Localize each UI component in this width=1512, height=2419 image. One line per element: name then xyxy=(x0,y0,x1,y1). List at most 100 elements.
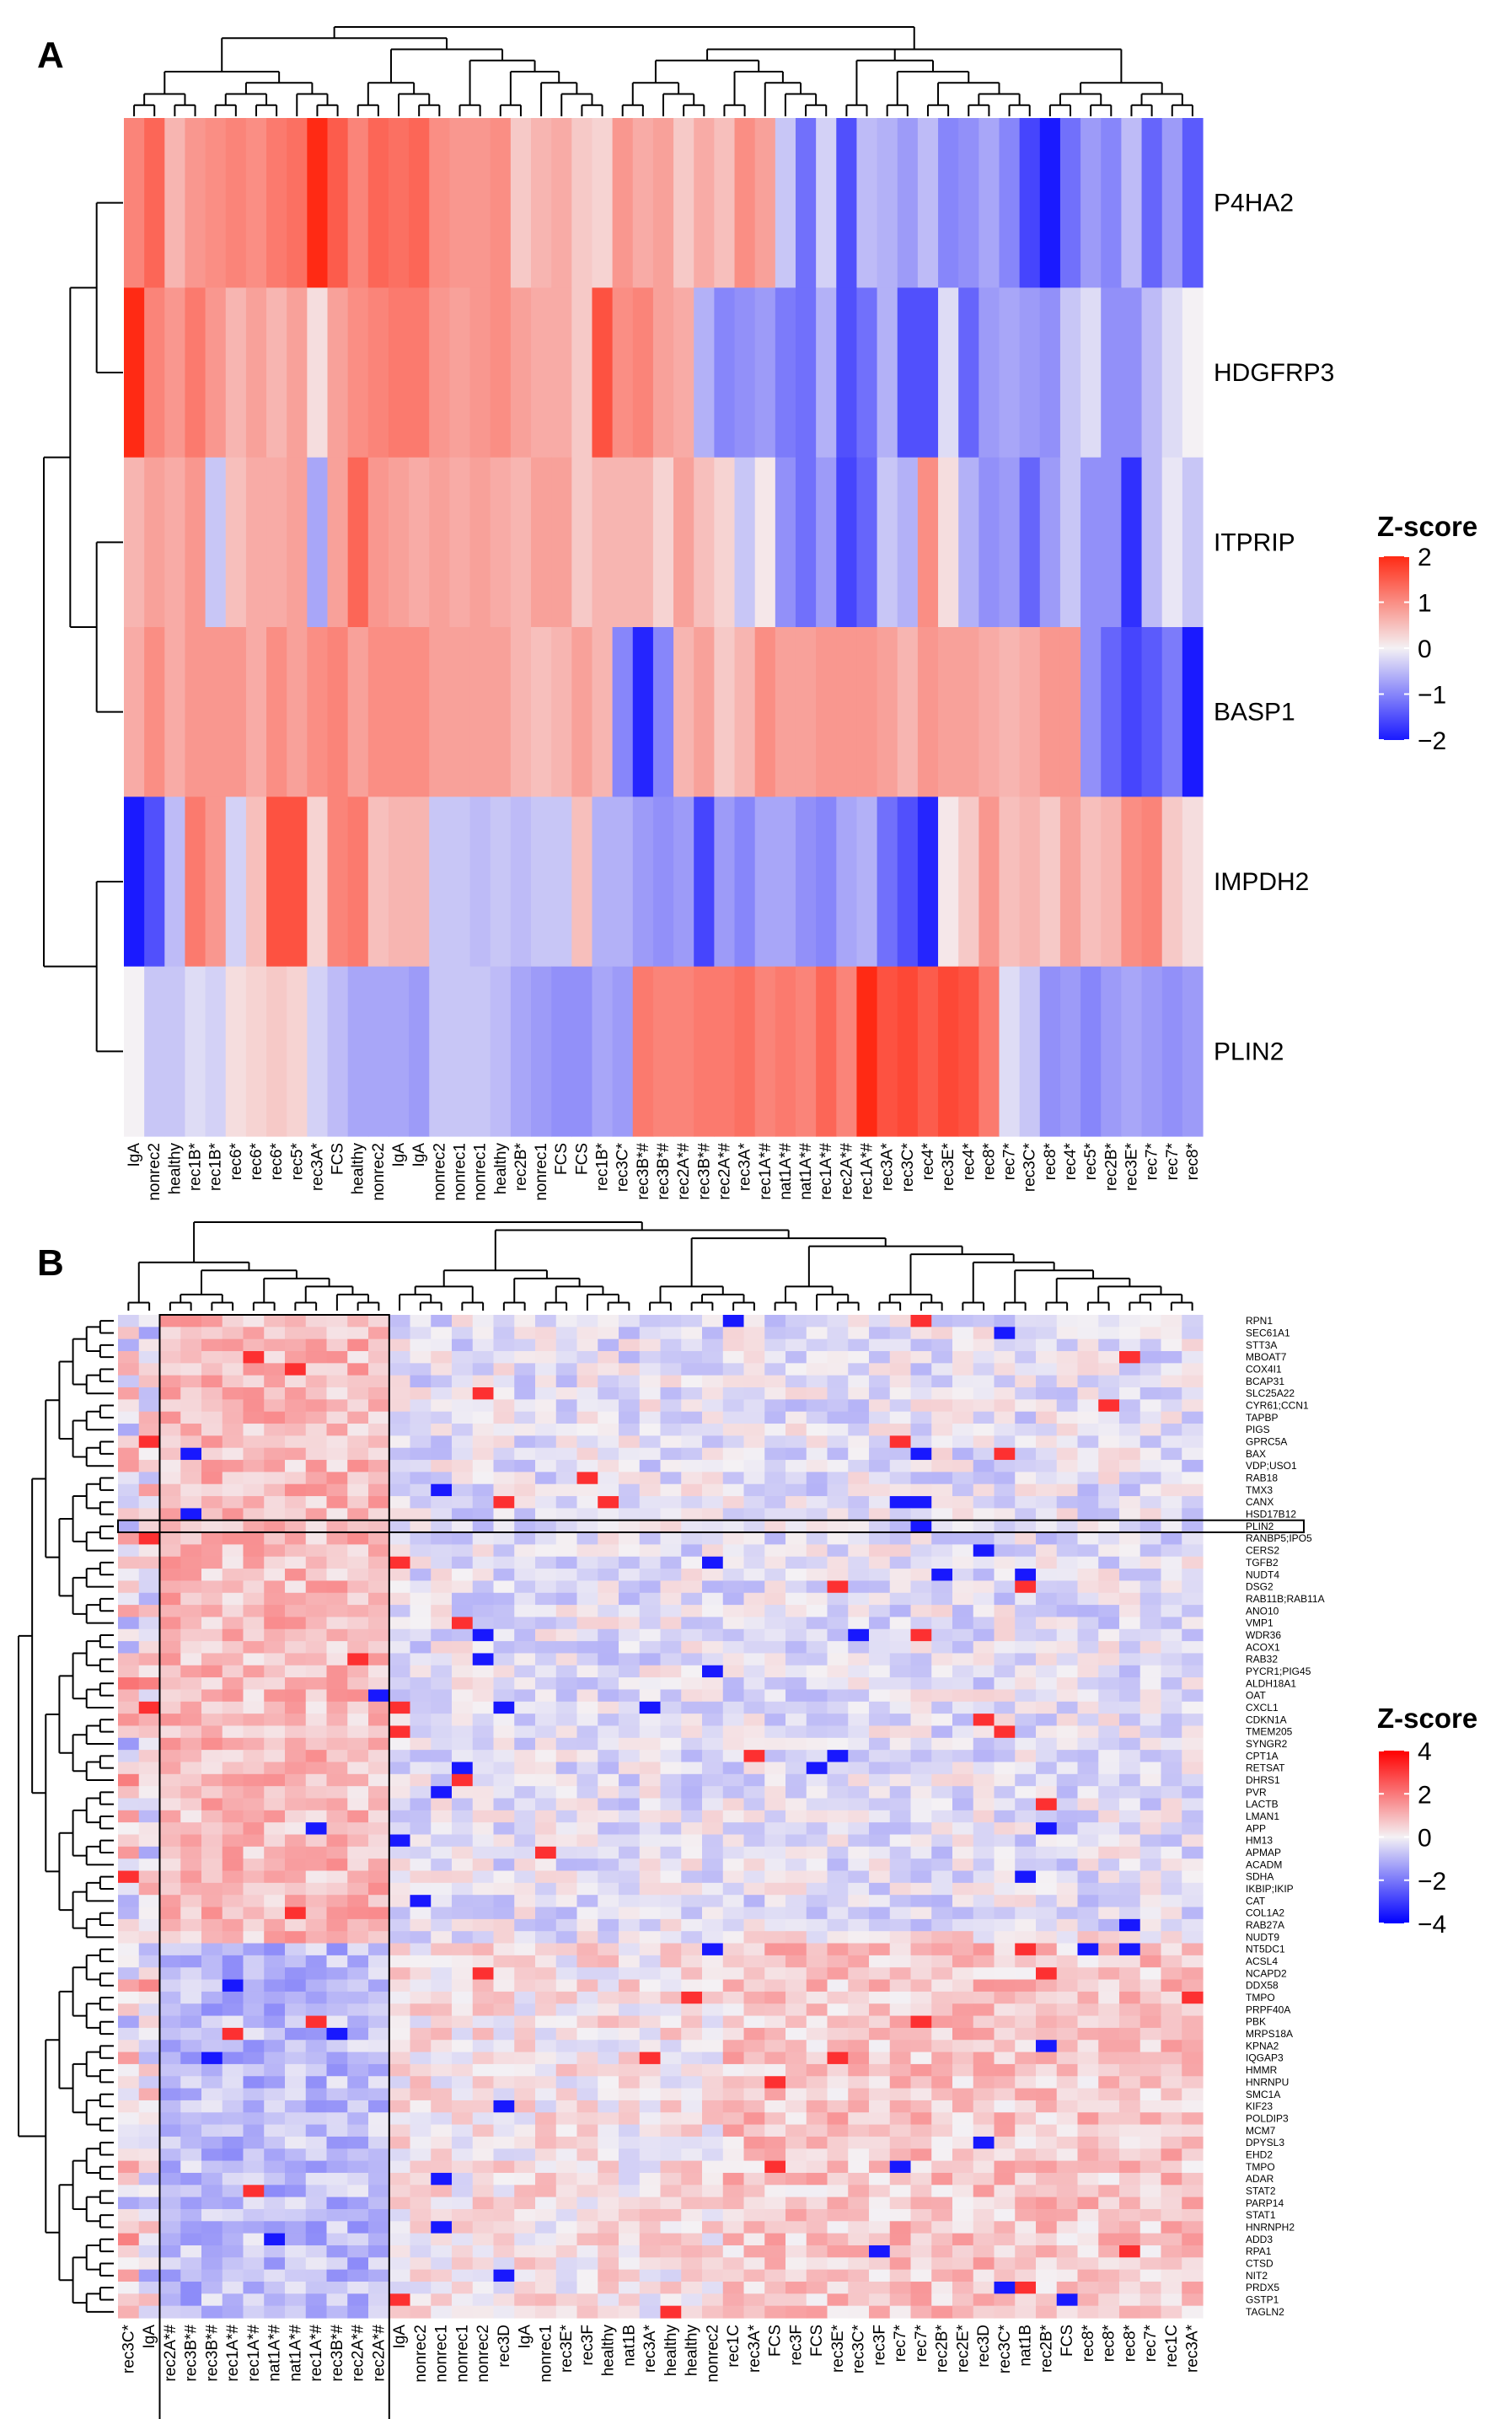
heatmap-cell xyxy=(702,1858,724,1872)
heatmap-cell xyxy=(389,2088,411,2101)
heatmap-cell xyxy=(201,1955,223,1968)
heatmap-cell xyxy=(681,2196,703,2210)
heatmap-cell xyxy=(1036,2063,1058,2077)
heatmap-cell xyxy=(973,2027,995,2041)
heatmap-cell xyxy=(743,2208,765,2222)
heatmap-cell xyxy=(222,1810,244,1823)
heatmap-cell xyxy=(743,1375,765,1388)
heatmap-cell xyxy=(592,457,614,628)
heatmap-cell xyxy=(535,1979,557,1993)
heatmap-cell xyxy=(180,2136,202,2149)
heatmap-cell xyxy=(869,1315,891,1328)
heatmap-cell xyxy=(1139,1955,1162,1968)
heatmap-cell xyxy=(938,118,959,288)
heatmap-cell xyxy=(785,1653,807,1666)
heatmap-cell xyxy=(264,1508,286,1521)
heatmap-cell xyxy=(619,1496,641,1509)
heatmap-cell xyxy=(368,1327,390,1340)
heatmap-cell xyxy=(410,1580,432,1594)
heatmap-cell xyxy=(1015,1508,1037,1521)
heatmap-cell xyxy=(598,1918,619,1932)
heatmap-cell xyxy=(472,1979,495,1993)
heatmap-cell xyxy=(806,2160,828,2174)
heatmap-cell xyxy=(576,1605,598,1618)
panel-b: B RPN1SEC61A1STT3AMBOAT7COX4I1BCAP31SLC2… xyxy=(18,1221,1477,2419)
heatmap-cell xyxy=(201,1810,223,1823)
heatmap-cell xyxy=(452,1834,474,1848)
heatmap-cell xyxy=(138,1798,161,1811)
heatmap-cell xyxy=(910,1351,932,1364)
heatmap-cell xyxy=(305,1822,328,1836)
heatmap-cell xyxy=(785,2124,807,2137)
heatmap-cell xyxy=(514,2221,536,2234)
heatmap-cell xyxy=(1161,1556,1182,1569)
heatmap-cell xyxy=(514,2040,536,2053)
heatmap-cell xyxy=(431,2112,453,2126)
heatmap-cell xyxy=(1139,1762,1162,1775)
heatmap-cell xyxy=(994,1532,1016,1546)
heatmap-cell xyxy=(619,1870,641,1884)
heatmap-cell xyxy=(264,1773,286,1787)
heatmap-cell xyxy=(138,2172,161,2186)
heatmap-cell xyxy=(1139,2003,1162,2017)
column-label: rec2A*# xyxy=(838,1143,855,1200)
heatmap-cell xyxy=(806,1508,828,1521)
heatmap-cell xyxy=(639,2148,662,2162)
heatmap-cell xyxy=(1036,2185,1058,2198)
heatmap-cell xyxy=(410,1351,432,1364)
heatmap-cell xyxy=(910,2233,932,2246)
heatmap-cell xyxy=(326,1846,348,1859)
heatmap-cell xyxy=(660,1979,682,1993)
heatmap-cell xyxy=(118,1447,140,1461)
heatmap-cell xyxy=(827,1520,849,1533)
heatmap-cell xyxy=(632,118,654,288)
heatmap-cell xyxy=(264,1617,286,1630)
heatmap-cell xyxy=(931,2124,953,2137)
heatmap-cell xyxy=(702,2221,724,2234)
heatmap-cell xyxy=(952,1665,974,1678)
heatmap-cell xyxy=(264,1315,286,1328)
heatmap-cell xyxy=(285,2015,307,2029)
heatmap-cell xyxy=(201,1617,223,1630)
heatmap-cell xyxy=(785,1460,807,1472)
heatmap-cell xyxy=(180,1387,202,1400)
heatmap-cell xyxy=(722,1895,745,1908)
heatmap-cell xyxy=(201,1714,223,1727)
heatmap-cell xyxy=(827,1351,849,1364)
heatmap-cell xyxy=(639,1725,662,1739)
heatmap-cell xyxy=(285,1918,307,1932)
heatmap-cell xyxy=(514,1532,536,1546)
heatmap-cell xyxy=(775,457,796,628)
heatmap-cell xyxy=(347,1822,369,1836)
heatmap-cell xyxy=(952,2196,974,2210)
heatmap-cell xyxy=(1119,1532,1141,1546)
heatmap-cell xyxy=(973,1834,995,1848)
heatmap-cell xyxy=(1182,1544,1204,1558)
heatmap-cell xyxy=(1056,1943,1079,1956)
heatmap-cell xyxy=(138,1628,161,1642)
heatmap-cell xyxy=(889,1737,912,1751)
heatmap-cell xyxy=(598,1641,619,1655)
heatmap-cell xyxy=(285,1737,307,1751)
heatmap-cell xyxy=(1119,1750,1141,1763)
heatmap-cell xyxy=(243,1508,265,1521)
heatmap-cell xyxy=(1077,1532,1099,1546)
heatmap-cell xyxy=(775,118,796,288)
heatmap-cell xyxy=(952,2015,974,2029)
heatmap-cell xyxy=(660,1569,682,1582)
heatmap-cell xyxy=(1161,1399,1182,1413)
heatmap-cell xyxy=(1182,1569,1204,1582)
heatmap-cell xyxy=(619,1677,641,1691)
heatmap-cell xyxy=(1139,1508,1162,1521)
heatmap-cell xyxy=(180,2052,202,2065)
heatmap-cell xyxy=(1139,2063,1162,2077)
heatmap-cell xyxy=(410,2124,432,2137)
heatmap-cell xyxy=(555,2076,578,2089)
heatmap-cell xyxy=(722,2003,745,2017)
heatmap-cell xyxy=(410,1714,432,1727)
heatmap-cell xyxy=(1161,1773,1182,1787)
heatmap-cell xyxy=(285,1895,307,1908)
heatmap-cell xyxy=(764,1834,786,1848)
heatmap-cell xyxy=(493,2088,515,2101)
heatmap-cell xyxy=(431,1918,453,1932)
